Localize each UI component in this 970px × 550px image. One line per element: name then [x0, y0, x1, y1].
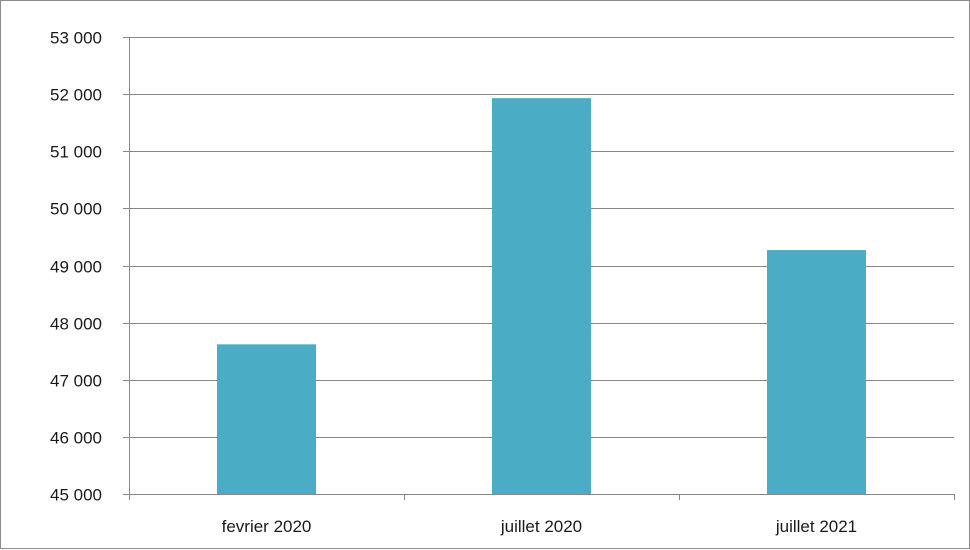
- y-tick-label: 53 000: [50, 29, 102, 48]
- y-tick-label: 45 000: [50, 486, 102, 505]
- bar: [492, 98, 591, 494]
- y-axis-tick-labels: 45 000 46 000 47 000 48 000 49 000 50 000 51 0…: [50, 29, 102, 505]
- axes: [123, 37, 955, 500]
- x-tick-label: juillet 2020: [500, 517, 582, 536]
- y-tick-label: 52 000: [50, 86, 102, 105]
- y-tick-label: 50 000: [50, 200, 102, 219]
- y-tick-label: 46 000: [50, 429, 102, 448]
- x-axis-tick-labels: fevrier 2020 juillet 2020 juillet 2021: [222, 517, 858, 536]
- y-tick-label: 51 000: [50, 143, 102, 162]
- bars: [217, 98, 866, 494]
- y-tick-label: 49 000: [50, 258, 102, 277]
- bar: [217, 344, 316, 494]
- y-tick-label: 47 000: [50, 372, 102, 391]
- x-tick-label: juillet 2021: [775, 517, 857, 536]
- x-tick-label: fevrier 2020: [222, 517, 312, 536]
- bar: [767, 250, 866, 494]
- y-tick-label: 48 000: [50, 315, 102, 334]
